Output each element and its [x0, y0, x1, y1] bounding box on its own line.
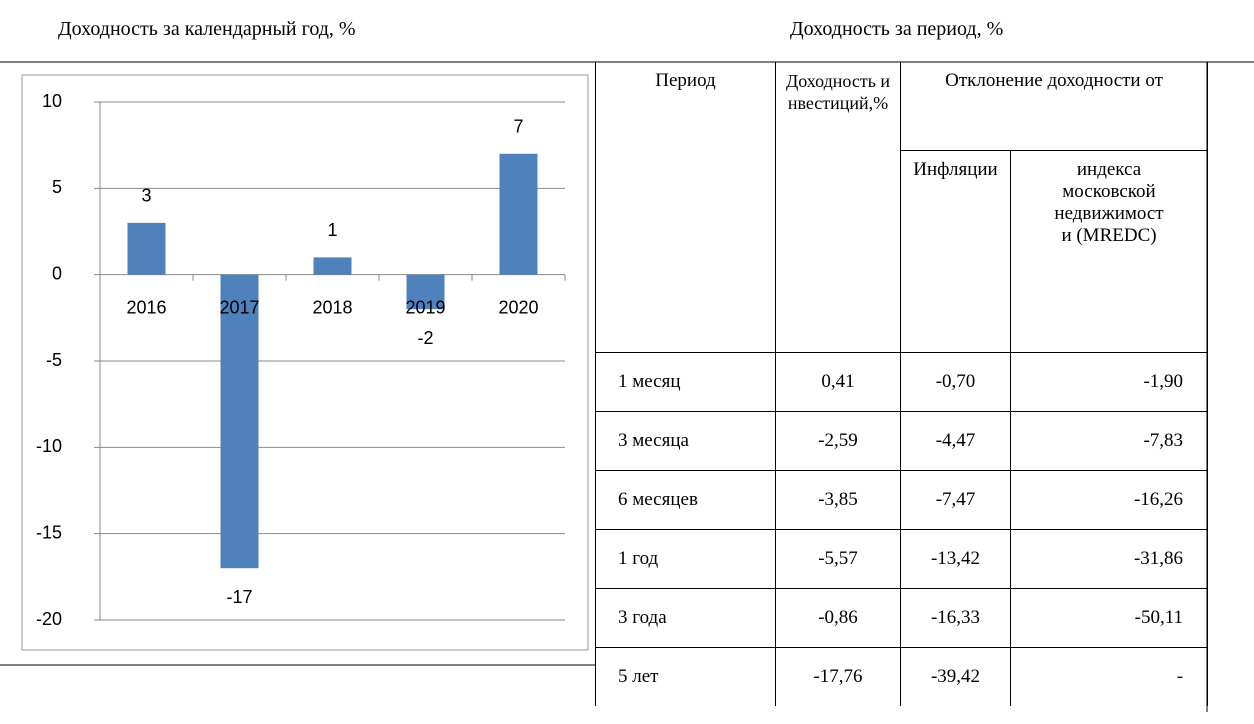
- cell: -50,11: [1009, 587, 1209, 648]
- row: 1 месяц 0,41 -0,70 -1,90: [595, 351, 1209, 412]
- header-cell: Период: [595, 62, 776, 353]
- table-heading: Доходность за период, %: [790, 18, 1004, 40]
- bar: [499, 153, 538, 275]
- data-label: -2: [417, 328, 433, 348]
- cell: -7,47: [900, 469, 1011, 530]
- header-cell: индекса московской недвижимости (MREDC): [1009, 149, 1209, 353]
- x-tick-label: 2018: [312, 297, 352, 317]
- cell: -7,83: [1009, 410, 1209, 471]
- cell: -5,57: [775, 528, 901, 589]
- cell: -31,86: [1009, 528, 1209, 589]
- y-tick-label: -10: [36, 436, 62, 456]
- x-tick-label: 2016: [126, 297, 166, 317]
- x-tick-label: 2019: [405, 297, 445, 317]
- cell: 0,41: [775, 351, 901, 412]
- row: 1 год -5,57 -13,42 -31,86: [595, 528, 1209, 589]
- header-cell: Инфляции: [900, 149, 1011, 353]
- cell: -16,33: [900, 587, 1011, 648]
- cell: -0,86: [775, 587, 901, 648]
- row: 6 месяцев -3,85 -7,47 -16,26: [595, 469, 1209, 530]
- cell: -16,26: [1009, 469, 1209, 530]
- row: 3 года -0,86 -16,33 -50,11: [595, 587, 1209, 648]
- row: 5 лет -17,76 -39,42-: [595, 646, 1209, 706]
- y-tick-label: -15: [36, 522, 62, 542]
- bar: [220, 274, 259, 569]
- row: 3 месяца -2,59 -4,47 -7,83: [595, 410, 1209, 471]
- data-label: 7: [513, 117, 523, 137]
- cell: -17,76: [775, 646, 901, 706]
- bar: [313, 257, 352, 275]
- cell: 6 месяцев: [595, 469, 776, 530]
- bar: [127, 222, 166, 275]
- cell: -39,42: [900, 646, 1011, 706]
- cell: -: [1009, 646, 1209, 706]
- x-tick-label: 2017: [219, 297, 259, 317]
- cell: 5 лет: [595, 646, 776, 706]
- chart-heading: Доходность за календарный год, %: [58, 18, 356, 40]
- cell: -4,47: [900, 410, 1011, 471]
- cell: -3,85: [775, 469, 901, 530]
- cell: -1,90: [1009, 351, 1209, 412]
- header-cell: Отклонение доходности от: [899, 62, 1209, 151]
- table: Период Доходность инвестиций,% Отклонени…: [595, 62, 1209, 706]
- x-tick-label: 2020: [498, 297, 538, 317]
- chart-frame: [21, 74, 589, 651]
- cell: -0,70: [900, 351, 1011, 412]
- cell: -2,59: [775, 410, 901, 471]
- cell: -13,42: [900, 528, 1011, 589]
- y-tick-label: 10: [42, 91, 62, 111]
- y-tick-label: -5: [46, 350, 62, 370]
- data-label: 3: [141, 186, 151, 206]
- data-label: -17: [226, 587, 252, 607]
- cell: 3 года: [595, 587, 776, 648]
- cell: 3 месяца: [595, 410, 776, 471]
- y-tick-label: 0: [52, 263, 62, 283]
- data-label: 1: [327, 220, 337, 240]
- header-cell: Доходность инвестиций,%: [775, 62, 901, 353]
- cell: 1 год: [595, 528, 776, 589]
- bar: [406, 274, 445, 310]
- cell: 1 месяц: [595, 351, 776, 412]
- y-tick-label: -20: [36, 609, 62, 629]
- y-tick-label: 5: [52, 177, 62, 197]
